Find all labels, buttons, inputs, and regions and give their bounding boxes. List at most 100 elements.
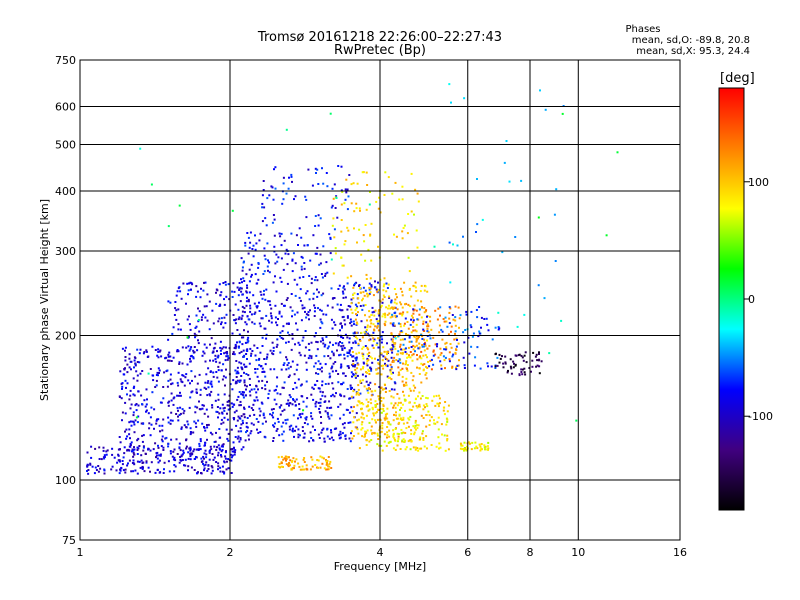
data-point: [245, 373, 248, 375]
data-point: [310, 415, 313, 418]
data-point: [305, 198, 308, 201]
data-point: [414, 419, 417, 422]
data-point: [179, 328, 182, 331]
data-point: [351, 386, 353, 389]
data-point: [204, 463, 207, 466]
data-point: [311, 386, 314, 389]
data-point: [319, 253, 322, 256]
data-point: [423, 363, 426, 366]
data-point: [170, 399, 173, 402]
data-point: [383, 322, 386, 325]
data-point: [279, 393, 282, 396]
data-point: [250, 388, 253, 391]
data-point: [408, 336, 411, 339]
data-point: [132, 455, 135, 458]
data-point: [335, 392, 337, 395]
data-point: [396, 444, 399, 447]
data-point: [242, 336, 245, 339]
data-point: [354, 375, 357, 378]
data-point: [256, 368, 259, 370]
data-point: [132, 411, 135, 414]
data-point: [350, 302, 353, 305]
data-point: [226, 437, 229, 440]
data-point: [103, 456, 106, 458]
data-point: [189, 396, 192, 399]
data-point: [371, 418, 374, 421]
data-point: [126, 435, 129, 438]
data-point: [394, 406, 397, 409]
data-point: [157, 374, 159, 377]
data-point: [382, 355, 385, 358]
data-point: [333, 236, 336, 239]
data-point: [274, 262, 277, 265]
data-point: [274, 422, 276, 425]
data-point: [397, 350, 400, 353]
data-point: [426, 290, 429, 293]
data-point: [349, 384, 352, 387]
data-point: [354, 309, 357, 312]
data-point: [422, 328, 425, 331]
data-point: [561, 112, 564, 115]
data-point: [463, 341, 466, 344]
data-point: [179, 406, 182, 409]
data-point: [239, 286, 242, 289]
data-point: [402, 227, 405, 229]
data-point: [258, 364, 261, 367]
data-point: [172, 403, 175, 406]
data-point: [298, 343, 301, 346]
data-point: [175, 294, 178, 297]
data-point: [377, 245, 379, 248]
data-point: [237, 372, 240, 375]
data-point: [299, 416, 302, 419]
data-point: [462, 356, 465, 359]
data-point: [242, 413, 245, 416]
colorbar-label: [deg]: [720, 71, 755, 86]
data-point: [325, 459, 327, 461]
data-point: [237, 318, 240, 321]
data-point: [432, 354, 435, 357]
data-point: [399, 401, 402, 404]
data-point: [382, 397, 385, 400]
data-point: [459, 314, 462, 317]
data-point: [382, 367, 385, 370]
data-point: [115, 469, 118, 472]
data-point: [164, 437, 167, 440]
data-point: [377, 337, 380, 340]
data-point: [351, 437, 354, 440]
data-point: [259, 365, 262, 368]
data-point: [166, 359, 169, 362]
data-point: [459, 447, 462, 450]
data-point: [438, 324, 441, 327]
data-point: [351, 410, 354, 413]
data-point: [324, 275, 327, 277]
data-point: [350, 388, 353, 390]
data-point: [450, 101, 452, 104]
data-point: [453, 338, 456, 341]
data-point: [208, 328, 211, 331]
data-point: [128, 421, 131, 424]
data-point: [217, 398, 220, 401]
data-point: [215, 410, 218, 413]
data-point: [455, 337, 458, 340]
data-point: [230, 402, 233, 405]
data-point: [352, 182, 355, 185]
data-point: [497, 311, 500, 314]
data-point: [422, 439, 425, 441]
data-point: [269, 413, 272, 416]
data-point: [156, 354, 159, 357]
data-point: [363, 240, 366, 243]
data-point: [267, 300, 270, 303]
data-point: [362, 297, 364, 300]
data-point: [201, 407, 204, 410]
data-point: [123, 452, 126, 455]
data-point: [420, 362, 423, 365]
data-point: [356, 241, 358, 244]
data-point: [135, 403, 138, 405]
data-point: [301, 468, 304, 471]
data-point: [129, 389, 132, 392]
data-point: [398, 397, 401, 400]
data-point: [405, 377, 408, 380]
data-point: [368, 408, 371, 411]
data-point: [322, 339, 324, 342]
data-point: [419, 355, 422, 358]
